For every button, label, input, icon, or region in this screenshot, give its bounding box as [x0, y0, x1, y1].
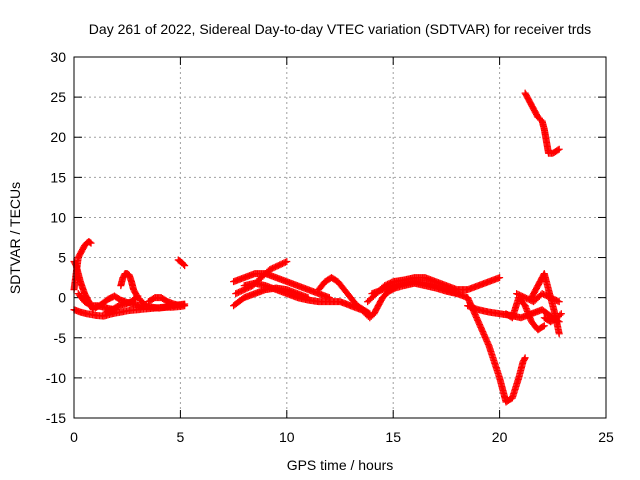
data-point [283, 258, 291, 266]
y-tick-label: 10 [50, 209, 66, 225]
data-point [181, 300, 189, 308]
x-tick-label: 25 [598, 429, 614, 445]
y-tick-label: 0 [58, 290, 66, 306]
x-tick-label: 10 [279, 429, 295, 445]
plot-frame [73, 56, 607, 419]
data-point [180, 260, 188, 268]
y-axis-label: SDTVAR / TECUs [7, 182, 23, 294]
data-points [70, 89, 565, 406]
data-point [133, 293, 141, 301]
x-axis-ticks: 0 5 10 15 20 25 [70, 57, 614, 445]
data-point [141, 300, 149, 308]
x-axis-label: GPS time / hours [287, 457, 394, 473]
y-axis-ticks: -15 -10 -5 0 5 10 15 20 25 30 [46, 49, 606, 426]
data-point [87, 239, 95, 247]
series-s17 [368, 278, 529, 406]
series-s6 [117, 270, 150, 310]
data-point [540, 322, 548, 330]
data-point [520, 355, 528, 363]
series-s8 [102, 292, 142, 316]
series-s22 [540, 310, 565, 326]
series-s3 [70, 302, 189, 320]
data-point [554, 146, 562, 154]
data-point [142, 302, 150, 310]
y-tick-label: -15 [46, 410, 66, 426]
data-point [539, 323, 547, 331]
x-tick-label: 20 [492, 429, 508, 445]
x-tick-label: 0 [70, 429, 78, 445]
y-tick-label: 5 [58, 250, 66, 266]
data-point [555, 298, 563, 306]
y-tick-label: 20 [50, 129, 66, 145]
data-point [86, 238, 94, 246]
y-tick-label: 30 [50, 49, 66, 65]
data-point [181, 262, 189, 270]
grid [74, 57, 606, 418]
data-point [557, 310, 565, 318]
series-s9 [174, 256, 189, 270]
y-tick-label: 25 [50, 89, 66, 105]
data-point [496, 274, 504, 282]
x-tick-label: 5 [177, 429, 185, 445]
y-tick-label: -10 [46, 370, 66, 386]
data-point [176, 302, 184, 310]
series-s10 [230, 270, 333, 302]
y-tick-label: -5 [54, 330, 67, 346]
data-point [521, 354, 529, 362]
y-tick-label: 15 [50, 169, 66, 185]
data-point [556, 311, 564, 319]
data-point [134, 292, 142, 300]
data-point [281, 258, 289, 266]
series-s14 [315, 274, 374, 318]
x-tick-label: 15 [385, 429, 401, 445]
data-point [554, 297, 562, 305]
data-point [555, 145, 563, 153]
series-s23 [521, 89, 563, 157]
series-s21 [528, 270, 563, 338]
chart-title: Day 261 of 2022, Sidereal Day-to-day VTE… [89, 21, 591, 37]
series-s7 [144, 294, 184, 310]
data-point [555, 330, 563, 338]
